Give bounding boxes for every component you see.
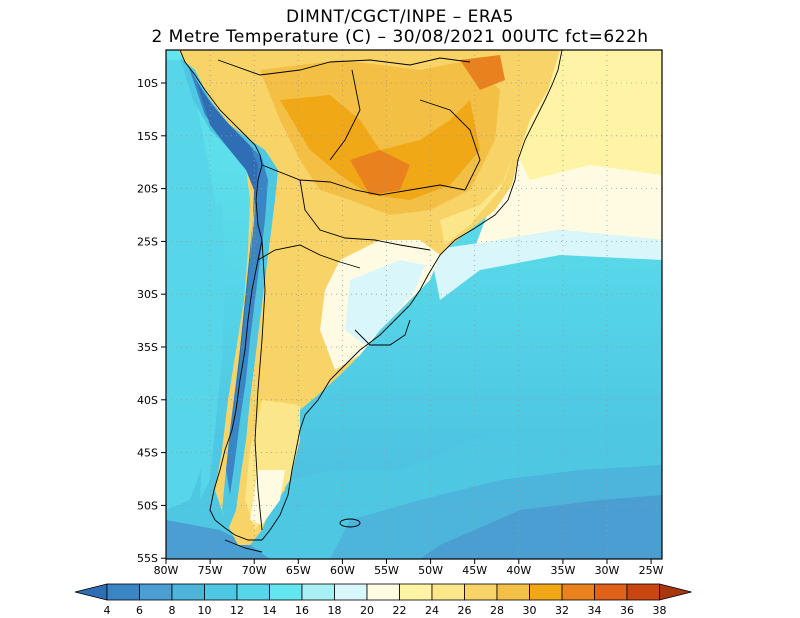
colorbar-label: 16 [295, 604, 309, 617]
falkland-islands [339, 518, 361, 528]
colorbar-label: 32 [555, 604, 569, 617]
patagonia-mild [250, 470, 285, 525]
lon-tick-label: 70W [242, 564, 267, 577]
lat-tick-label: 25S [137, 235, 158, 248]
lon-tick-label: 50W [418, 564, 443, 577]
temperature-field [166, 50, 662, 559]
colorbar-label: 28 [490, 604, 504, 617]
colder-ocean [420, 495, 662, 559]
cool-plains [345, 260, 425, 345]
colorbar-swatch [594, 583, 628, 601]
colorbar-swatch [366, 583, 400, 601]
colorbar-swatch [399, 583, 433, 601]
lon-tick-label: 55W [374, 564, 399, 577]
border-paraguay [299, 179, 431, 251]
border-chile-argentina [254, 239, 266, 531]
colorbar-label: 20 [360, 604, 374, 617]
colorbar-swatch [269, 583, 303, 601]
coastline [179, 50, 563, 541]
lat-tick-label: 15S [137, 130, 158, 143]
lon-tick-label: 40W [506, 564, 531, 577]
colorbar-swatch [236, 583, 270, 601]
border-brazil-states [419, 99, 481, 191]
colorbar-label: 24 [425, 604, 439, 617]
colorbar-label: 34 [588, 604, 602, 617]
border-north [217, 57, 471, 76]
longitude-axis: 80W 75W 70W 65W 60W 55W 50W 45W 40W 35W 30W 25W [154, 559, 664, 577]
lon-tick-label: 60W [330, 564, 355, 577]
tropical-ocean-band [515, 50, 662, 180]
colorbar-label: 38 [653, 604, 667, 617]
lat-tick-label: 55S [137, 552, 158, 565]
colorbar-label: 12 [230, 604, 244, 617]
colorbar-label: 4 [104, 604, 111, 617]
colorbar-label: 8 [169, 604, 176, 617]
coastlines-and-borders [179, 50, 563, 553]
lat-tick-label: 35S [137, 341, 158, 354]
colorbar-swatch [106, 583, 140, 601]
hottest-spot [350, 150, 410, 195]
lat-tick-label: 30S [137, 288, 158, 301]
lon-tick-label: 45W [462, 564, 487, 577]
colorbar-swatch [171, 583, 205, 601]
hot-spot-north [460, 55, 505, 90]
colorbar: 4 6 8 10 12 14 16 18 20 22 24 26 28 30 32 34 36 38 [74, 583, 692, 617]
map-frame [165, 49, 663, 560]
colorbar-swatch [529, 583, 563, 601]
mild-ocean-band [430, 230, 662, 300]
colorbar-swatch [561, 583, 595, 601]
lat-tick-label: 10S [137, 77, 158, 90]
colorbar-label: 22 [393, 604, 407, 617]
lat-tick-label: 20S [137, 183, 158, 196]
latitude-axis: 10S 15S 20S 25S 30S 35S 40S 45S 50S 55S [137, 77, 166, 565]
colorbar-label: 18 [328, 604, 342, 617]
chart-title-line-2: 2 Metre Temperature (C) – 30/08/2021 00U… [151, 27, 649, 47]
lon-tick-label: 65W [286, 564, 311, 577]
andes-cold-core [188, 65, 268, 495]
colorbar-label: 36 [620, 604, 634, 617]
colorbar-label: 6 [136, 604, 143, 617]
andes-coldest [196, 80, 258, 420]
colorbar-swatch [204, 583, 238, 601]
colorbar-swatch [626, 583, 660, 601]
colorbar-label: 14 [263, 604, 277, 617]
colorbar-swatch [464, 583, 498, 601]
colorbar-label: 26 [458, 604, 472, 617]
tierra-del-fuego [224, 539, 263, 553]
coastal-warm-strip [440, 150, 515, 245]
colorbar-swatch [139, 583, 173, 601]
colorbar-label: 30 [523, 604, 537, 617]
lat-tick-label: 50S [137, 499, 158, 512]
lat-tick-label: 45S [137, 447, 158, 460]
colorbar-swatch [496, 583, 530, 601]
lon-tick-label: 25W [639, 564, 664, 577]
colorbar-arrow-high [659, 583, 692, 601]
border-bolivia-brazil [261, 164, 466, 196]
lat-tick-label: 40S [137, 394, 158, 407]
colorbar-arrow-low [74, 583, 108, 601]
lon-tick-label: 30W [595, 564, 620, 577]
lon-tick-label: 75W [198, 564, 223, 577]
pacific-coast-strip [200, 200, 225, 500]
border-argentina-north [257, 244, 361, 269]
border-uruguay [354, 319, 411, 346]
lon-tick-label: 35W [550, 564, 575, 577]
south-pacific-cold [166, 520, 270, 559]
chart-title-line-1: DIMNT/CGCT/INPE – ERA5 [286, 7, 514, 27]
colorbar-swatch [301, 583, 335, 601]
hotter-interior [280, 95, 480, 200]
border-peru-bolivia [329, 69, 361, 161]
lon-tick-label: 80W [154, 564, 179, 577]
colorbar-swatch [334, 583, 368, 601]
colorbar-swatch [431, 583, 465, 601]
colorbar-label: 10 [198, 604, 212, 617]
